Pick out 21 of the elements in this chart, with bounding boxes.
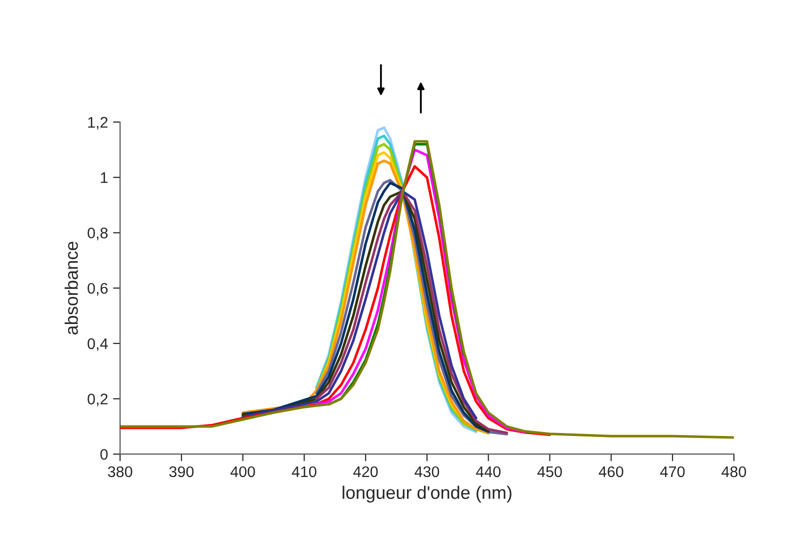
line-series	[120, 140, 734, 439]
y-tick-label: 0,2	[88, 394, 108, 406]
y-tick-label: 0	[100, 448, 108, 460]
x-tick-label: 450	[537, 466, 562, 478]
x-tick-label: 470	[660, 466, 685, 478]
x-tick-label: 380	[108, 466, 132, 478]
x-tick-label: 400	[230, 466, 255, 478]
x-tick-label: 420	[353, 466, 378, 478]
x-axis-title: longueur d'onde (nm)	[342, 486, 512, 503]
x-tick-label: 440	[476, 466, 501, 478]
x-tick-label: 410	[292, 466, 316, 478]
y-tick-label: 1	[100, 172, 108, 183]
x-tick-label: 480	[722, 466, 746, 478]
y-axis-title: absorbance	[64, 242, 78, 334]
y-tick-label: 0,4	[88, 338, 108, 351]
x-tick-label: 460	[598, 466, 624, 478]
x-tick-label: 390	[169, 466, 194, 478]
y-tick-label: 0,8	[88, 228, 108, 240]
y-tick-label: 1,2	[88, 116, 108, 130]
x-tick-label: 430	[414, 466, 440, 478]
y-tick-label: 0,6	[88, 282, 108, 296]
